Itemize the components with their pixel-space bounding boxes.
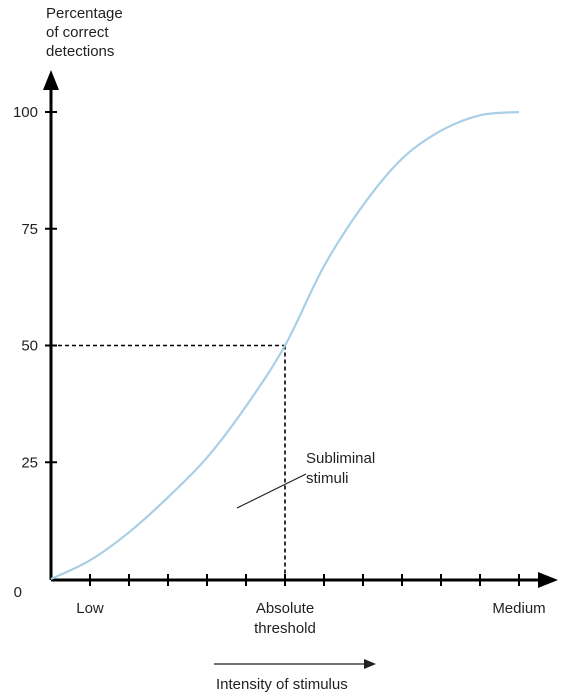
- x-axis-arrow: [538, 572, 558, 588]
- x-axis-title-arrow-head: [364, 659, 376, 669]
- x-tick-label: Medium: [492, 600, 545, 617]
- y-axis-title-line-3: detections: [46, 43, 114, 60]
- y-tick-label: 0: [14, 584, 22, 601]
- x-tick-label: threshold: [254, 620, 316, 637]
- x-axis-title: Intensity of stimulus: [216, 676, 348, 693]
- annotation-leader-line: [236, 473, 307, 509]
- y-tick-label: 25: [21, 454, 38, 471]
- y-tick-label: 100: [13, 104, 38, 121]
- annotation-label-line-2: stimuli: [306, 470, 349, 487]
- y-axis-title-line-1: Percentage: [46, 5, 123, 22]
- y-tick-label: 50: [21, 338, 38, 355]
- y-tick-label: 75: [21, 221, 38, 238]
- y-axis-title-line-2: of correct: [46, 24, 109, 41]
- y-axis-arrow: [43, 70, 59, 90]
- x-tick-label: Low: [76, 600, 104, 617]
- annotation-label-line-1: Subliminal: [306, 450, 375, 467]
- x-tick-label: Absolute: [256, 600, 314, 617]
- series-line-1: [50, 110, 520, 580]
